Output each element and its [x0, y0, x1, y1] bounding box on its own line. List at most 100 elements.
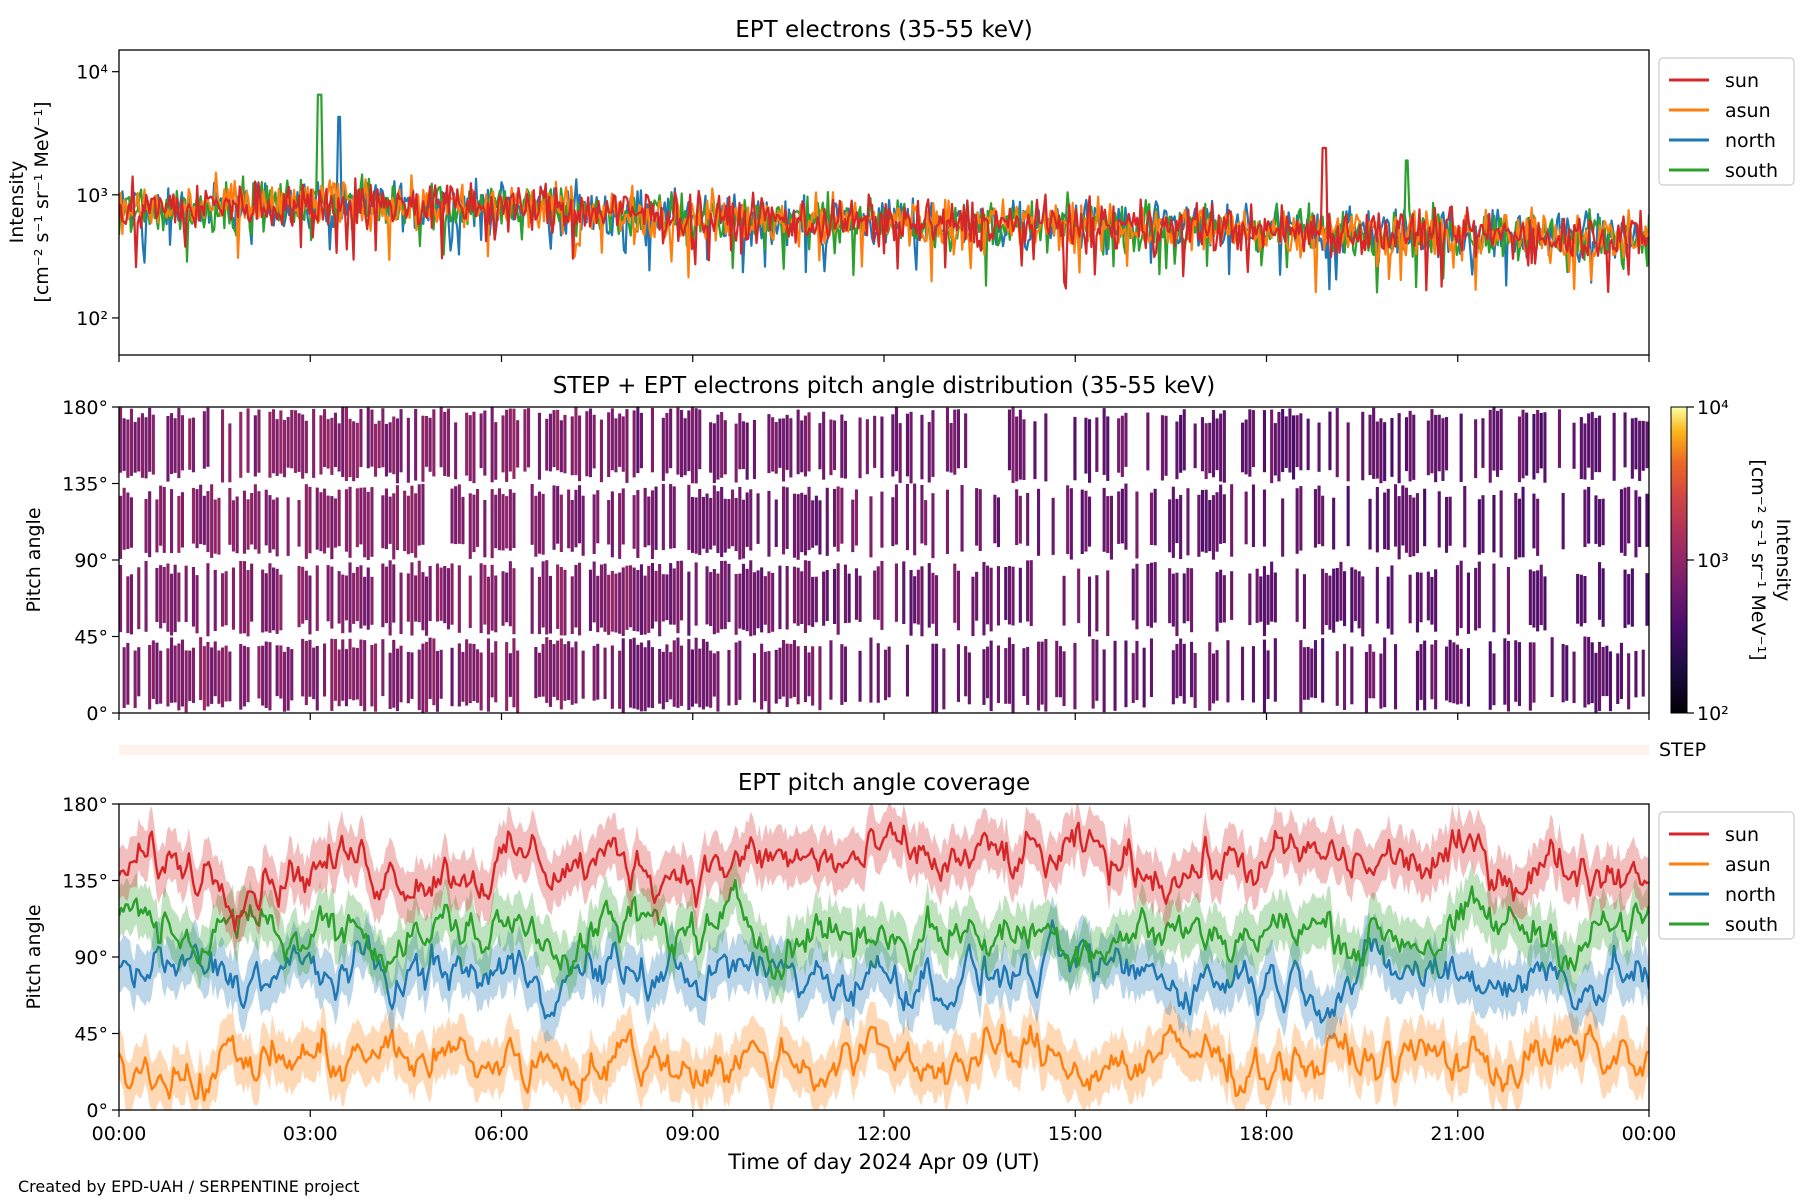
pad-cell — [1321, 495, 1325, 547]
pad-cell — [632, 637, 636, 709]
intensity-ylabel: Intensity — [6, 161, 28, 244]
pad-cell — [468, 643, 472, 704]
pad-cell — [734, 498, 738, 552]
pad-cell — [1623, 412, 1627, 468]
pad-cell — [741, 421, 745, 470]
pad-cell — [304, 570, 308, 621]
pad-cell — [578, 485, 582, 544]
pad-cell — [913, 483, 917, 556]
pad-cell — [1335, 408, 1339, 478]
pad-cell — [1219, 569, 1223, 623]
coverage-ytick-label: 0° — [86, 1100, 108, 1122]
pad-cell — [1390, 565, 1394, 635]
coverage-legend: sun asun north south — [1658, 811, 1795, 940]
pad-cell — [417, 649, 421, 710]
pad-cell — [1295, 568, 1299, 622]
pad-cell — [1477, 499, 1481, 555]
pad-cell — [1616, 653, 1620, 704]
pad-cell — [501, 415, 505, 473]
pad-cell — [541, 561, 545, 628]
pad-cell — [650, 563, 654, 629]
pad-cell — [537, 491, 541, 554]
pad-cell — [1175, 572, 1179, 637]
pad-cell — [596, 490, 600, 544]
pad-cell — [1536, 409, 1540, 474]
pad-cell — [1499, 408, 1503, 471]
pad-cell — [341, 574, 345, 634]
pad-cell — [1619, 642, 1623, 699]
pad-cell — [1007, 637, 1011, 704]
pad-cell — [639, 412, 643, 469]
intensity-title: EPT electrons (35-55 keV) — [735, 17, 1032, 43]
pad-cell — [432, 409, 436, 477]
pad-cell — [483, 564, 487, 625]
pad-cell — [210, 484, 214, 558]
pad-cell — [537, 576, 541, 635]
pad-cell — [425, 416, 429, 467]
pad-cell — [206, 642, 210, 707]
pad-cell — [1175, 498, 1179, 544]
pad-cell — [1095, 639, 1099, 701]
pad-cell — [840, 644, 844, 705]
pad-cell — [647, 496, 651, 546]
pad-cell — [734, 642, 738, 706]
pad-cell — [778, 418, 782, 468]
pad-cell — [803, 415, 807, 477]
pad-cell — [1262, 639, 1266, 713]
pad-cell — [384, 566, 388, 624]
pad-cell — [1598, 562, 1602, 620]
pad-cell — [1117, 418, 1121, 473]
coverage-xtick-label: 00:00 — [1622, 1123, 1677, 1145]
pad-cell — [1466, 572, 1470, 634]
coverage-title: EPT pitch angle coverage — [738, 770, 1030, 796]
pad-cell — [359, 487, 363, 545]
pad-cell — [333, 412, 337, 468]
pad-cell — [964, 646, 968, 697]
pad-cell — [275, 497, 279, 557]
pad-cell — [1135, 563, 1139, 630]
pad-cell — [1102, 408, 1106, 475]
pad-cell — [1459, 560, 1463, 629]
pad-cell — [1372, 407, 1376, 479]
pad-cell — [348, 418, 352, 478]
pad-cell — [818, 500, 822, 555]
pad-cell — [129, 497, 133, 548]
pad-cell — [741, 499, 745, 559]
pad-cell — [348, 562, 352, 633]
pad-cell — [1379, 653, 1383, 709]
pad-cell — [782, 640, 786, 697]
pad-cell — [454, 422, 458, 480]
pad-cell — [858, 575, 862, 622]
pad-cell — [1277, 411, 1281, 482]
pad-cell — [326, 565, 330, 622]
pad-cell — [738, 573, 742, 629]
pad-cell — [1532, 571, 1536, 628]
pad-cell — [734, 574, 738, 635]
pad-cell — [206, 563, 210, 637]
pad-cell — [818, 646, 822, 711]
pad-cell — [1179, 494, 1183, 560]
intensity-ytick-label: 10³ — [76, 185, 108, 207]
pad-cell — [1412, 414, 1416, 480]
pad-cell — [530, 484, 534, 545]
pad-cell — [796, 567, 800, 626]
pad-cell — [541, 493, 545, 555]
pad-cell — [388, 496, 392, 544]
pad-ytick-label: 45° — [74, 627, 108, 649]
pad-cell — [450, 647, 454, 707]
pad-cell — [756, 570, 760, 629]
pad-cell — [505, 496, 509, 549]
step-strip-label: STEP — [1659, 739, 1706, 761]
pad-cell — [1623, 569, 1627, 628]
pad-cell — [304, 640, 308, 706]
pad-cell — [727, 499, 731, 549]
pad-cell — [843, 564, 847, 624]
pad-cell — [199, 637, 203, 701]
pad-cell — [1394, 644, 1398, 710]
pad-cell — [1251, 410, 1255, 468]
pad-cell — [785, 643, 789, 708]
pad-cell — [1383, 422, 1387, 482]
pad-cell — [792, 493, 796, 558]
pad-cell — [545, 560, 549, 635]
pad-cell — [789, 643, 793, 699]
